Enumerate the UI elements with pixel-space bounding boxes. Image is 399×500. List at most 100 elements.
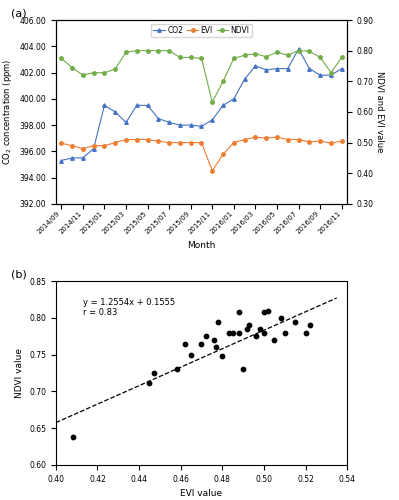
EVI <box>91 142 96 148</box>
EVI <box>70 142 75 148</box>
NDVI <box>81 72 85 78</box>
NDVI <box>59 56 64 62</box>
NDVI <box>102 70 107 75</box>
NDVI <box>339 54 344 60</box>
CO2 <box>328 72 333 78</box>
CO2 <box>296 46 301 52</box>
CO2 <box>178 122 182 128</box>
CO2 <box>124 120 128 126</box>
Point <box>146 378 153 386</box>
EVI <box>231 140 236 145</box>
NDVI <box>264 54 269 60</box>
EVI <box>167 140 172 145</box>
Point <box>150 369 157 377</box>
EVI <box>59 140 64 146</box>
Point <box>265 306 271 314</box>
CO2 <box>167 120 172 126</box>
CO2 <box>91 146 96 152</box>
Point <box>225 328 232 336</box>
X-axis label: EVI value: EVI value <box>180 490 223 498</box>
CO2 <box>156 116 161 121</box>
NDVI <box>113 66 118 72</box>
EVI <box>102 142 107 148</box>
CO2 <box>253 63 258 69</box>
Point <box>211 336 217 344</box>
Y-axis label: CO$_2$ concentration (ppm): CO$_2$ concentration (ppm) <box>1 58 14 165</box>
NDVI <box>318 54 322 60</box>
NDVI <box>91 70 96 75</box>
Text: (a): (a) <box>11 8 26 18</box>
Point <box>182 340 188 347</box>
Point <box>306 321 313 329</box>
NDVI <box>296 48 301 54</box>
EVI <box>156 138 161 144</box>
Point <box>253 332 259 340</box>
Point <box>236 328 242 336</box>
EVI <box>210 168 215 174</box>
NDVI <box>328 70 333 75</box>
CO2 <box>199 124 204 130</box>
Point <box>173 366 180 374</box>
EVI <box>81 146 85 152</box>
NDVI <box>145 48 150 54</box>
EVI <box>188 140 193 145</box>
EVI <box>296 136 301 142</box>
Line: EVI: EVI <box>59 136 344 172</box>
NDVI <box>167 48 172 54</box>
NDVI <box>242 52 247 58</box>
NDVI <box>199 56 204 62</box>
CO2 <box>285 66 290 71</box>
CO2 <box>81 155 85 161</box>
EVI <box>242 136 247 142</box>
EVI <box>318 138 322 144</box>
NDVI <box>178 54 182 60</box>
CO2 <box>307 66 312 71</box>
Point <box>261 328 267 336</box>
EVI <box>285 136 290 142</box>
EVI <box>328 140 333 146</box>
Point <box>271 336 277 344</box>
NDVI <box>221 78 225 84</box>
NDVI <box>134 48 139 54</box>
EVI <box>199 140 204 145</box>
EVI <box>124 136 128 142</box>
Point <box>246 321 253 329</box>
EVI <box>264 135 269 141</box>
Point <box>213 344 219 351</box>
CO2 <box>134 102 139 108</box>
NDVI <box>210 99 215 105</box>
EVI <box>113 140 118 145</box>
Text: (b): (b) <box>11 270 26 280</box>
CO2 <box>231 96 236 102</box>
NDVI <box>253 50 258 56</box>
Point <box>244 325 251 333</box>
NDVI <box>307 48 312 54</box>
CO2 <box>70 155 75 161</box>
Point <box>261 308 267 316</box>
CO2 <box>102 102 107 108</box>
EVI <box>307 139 312 145</box>
CO2 <box>242 76 247 82</box>
CO2 <box>113 109 118 115</box>
Point <box>69 433 76 441</box>
EVI <box>275 134 279 140</box>
Y-axis label: NDVI and EVI value: NDVI and EVI value <box>375 72 383 152</box>
NDVI <box>124 49 128 55</box>
NDVI <box>156 48 161 54</box>
NDVI <box>231 56 236 62</box>
Y-axis label: NDVI value: NDVI value <box>15 348 24 398</box>
CO2 <box>221 102 225 108</box>
Text: y = 1.2554x + 0.1555
r = 0.83: y = 1.2554x + 0.1555 r = 0.83 <box>83 298 175 318</box>
CO2 <box>145 102 150 108</box>
EVI <box>178 140 182 145</box>
Point <box>277 314 284 322</box>
CO2 <box>264 67 269 73</box>
EVI <box>339 138 344 144</box>
Point <box>282 328 288 336</box>
Point <box>302 328 309 336</box>
Line: NDVI: NDVI <box>59 49 344 104</box>
Point <box>257 325 263 333</box>
Point <box>236 308 242 316</box>
EVI <box>221 151 225 157</box>
X-axis label: Month: Month <box>187 240 216 250</box>
